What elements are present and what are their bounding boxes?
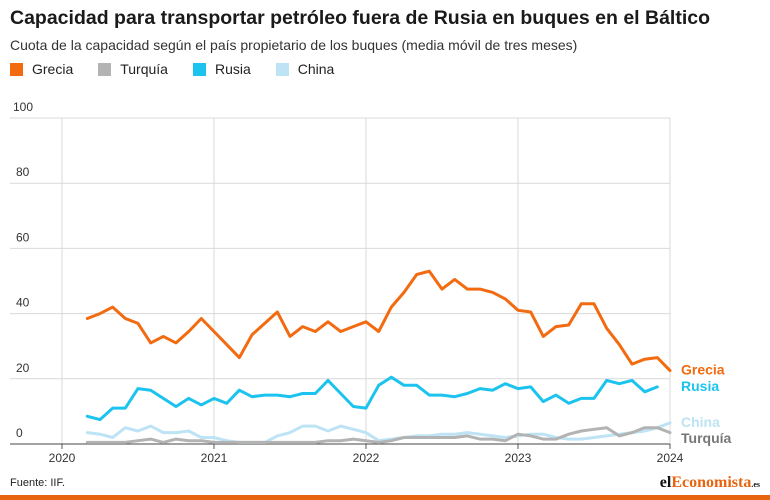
legend-item-turquia[interactable]: Turquía (98, 61, 168, 77)
y-tick-label-20: 20 (16, 361, 30, 375)
legend-swatch-turquia (98, 62, 112, 76)
logo-prefix: el (659, 474, 672, 491)
legend-swatch-rusia (192, 62, 206, 76)
series-end-label-grecia: Grecia (681, 362, 725, 378)
legend-swatch-grecia (10, 62, 23, 76)
logo-tld: .es (751, 480, 760, 489)
legend-label-china: China (297, 61, 335, 77)
chart-title: Capacidad para transportar petróleo fuer… (10, 7, 711, 29)
legend-label-grecia: Grecia (32, 61, 74, 77)
chart-subtitle: Cuota de la capacidad según el país prop… (10, 37, 578, 53)
y-tick-label-100: 100 (13, 100, 33, 114)
series-end-label-china: China (681, 414, 720, 430)
logo-brand: Economista (671, 474, 752, 491)
y-tick-label-40: 40 (16, 296, 30, 310)
y-tick-label-60: 60 (16, 230, 30, 244)
legend-item-rusia[interactable]: Rusia (192, 61, 251, 77)
source-note: Fuente: IIF. (10, 477, 66, 489)
x-tick-label-2020: 2020 (49, 451, 76, 465)
y-tick-label-0: 0 (16, 426, 23, 440)
y-tick-label-80: 80 (16, 165, 30, 179)
series-line-turquia (85, 426, 672, 444)
x-tick-label-2021: 2021 (201, 451, 228, 465)
legend-item-china[interactable]: China (275, 61, 335, 77)
x-tick-label-2024: 2024 (657, 451, 684, 465)
legend-label-turquia: Turquía (120, 61, 168, 77)
series-end-label-rusia: Rusia (681, 378, 719, 394)
legend-swatch-china (275, 62, 289, 76)
x-tick-label-2022: 2022 (353, 451, 380, 465)
chart-legend: Grecia Turquía Rusia China (10, 61, 359, 77)
series-line-rusia (85, 375, 659, 422)
legend-item-grecia[interactable]: Grecia (10, 61, 73, 77)
series-line-china (85, 421, 672, 444)
bottom-brand-rule (0, 495, 770, 500)
series-end-label-turquia: Turquía (681, 430, 732, 446)
publisher-logo: elEconomista.es (660, 474, 760, 492)
legend-label-rusia: Rusia (214, 61, 251, 77)
series-line-grecia (85, 269, 672, 373)
x-tick-label-2023: 2023 (505, 451, 532, 465)
